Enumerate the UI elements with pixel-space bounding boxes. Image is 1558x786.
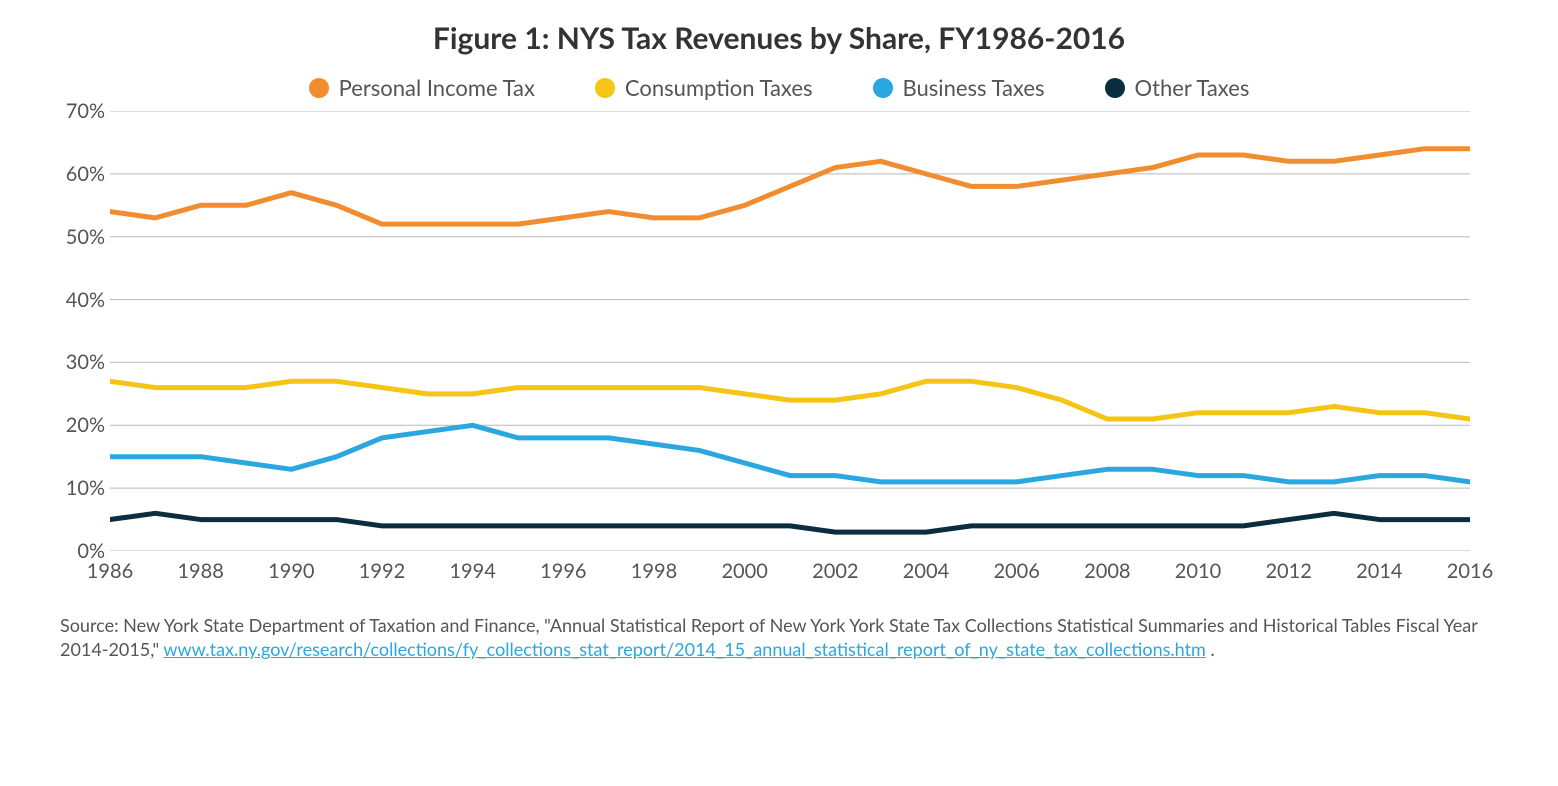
legend-label-bus: Business Taxes [903,74,1045,101]
x-axis-labels: 1986198819901992199419961998200020022004… [110,559,1470,589]
legend-swatch-other [1105,78,1125,98]
legend-label-other: Other Taxes [1135,74,1250,101]
y-tick-label: 50% [60,225,105,249]
x-tick-label: 2014 [1356,559,1402,583]
x-tick-label: 1988 [177,559,223,583]
figure-container: Figure 1: NYS Tax Revenues by Share, FY1… [0,0,1558,786]
y-tick-label: 20% [60,413,105,437]
legend: Personal Income Tax Consumption Taxes Busi… [60,74,1498,101]
x-tick-label: 2016 [1447,559,1493,583]
x-tick-label: 2004 [903,559,949,583]
source-suffix: . [1210,638,1214,660]
series-line-pit [110,149,1470,224]
x-tick-label: 2008 [1084,559,1130,583]
legend-label-pit: Personal Income Tax [339,74,535,101]
plot-area: 0%10%20%30%40%50%60%70% 1986198819901992… [110,111,1488,589]
chart-svg [110,111,1470,551]
legend-swatch-pit [309,78,329,98]
series-line-bus [110,425,1470,482]
legend-swatch-bus [873,78,893,98]
x-tick-label: 2006 [993,559,1039,583]
legend-item-other: Other Taxes [1105,74,1250,101]
y-tick-label: 10% [60,476,105,500]
x-tick-label: 1998 [631,559,677,583]
y-tick-label: 30% [60,350,105,374]
source-note: Source: New York State Department of Tax… [60,613,1498,662]
x-tick-label: 1994 [449,559,495,583]
series-line-other [110,513,1470,532]
x-tick-label: 1996 [540,559,586,583]
y-axis-labels: 0%10%20%30%40%50%60%70% [60,111,105,551]
gridlines [110,111,1470,551]
x-tick-label: 1986 [87,559,133,583]
chart-title: Figure 1: NYS Tax Revenues by Share, FY1… [60,20,1498,56]
x-tick-label: 2000 [721,559,767,583]
x-tick-label: 2012 [1265,559,1311,583]
x-tick-label: 1992 [359,559,405,583]
series-line-cons [110,381,1470,419]
y-tick-label: 40% [60,288,105,312]
legend-item-pit: Personal Income Tax [309,74,535,101]
x-tick-label: 1990 [268,559,314,583]
y-tick-label: 70% [60,99,105,123]
x-tick-label: 2002 [812,559,858,583]
legend-swatch-cons [595,78,615,98]
y-tick-label: 60% [60,162,105,186]
legend-label-cons: Consumption Taxes [625,74,813,101]
source-link[interactable]: www.tax.ny.gov/research/collections/fy_c… [163,638,1205,660]
legend-item-cons: Consumption Taxes [595,74,813,101]
x-tick-label: 2010 [1175,559,1221,583]
legend-item-bus: Business Taxes [873,74,1045,101]
